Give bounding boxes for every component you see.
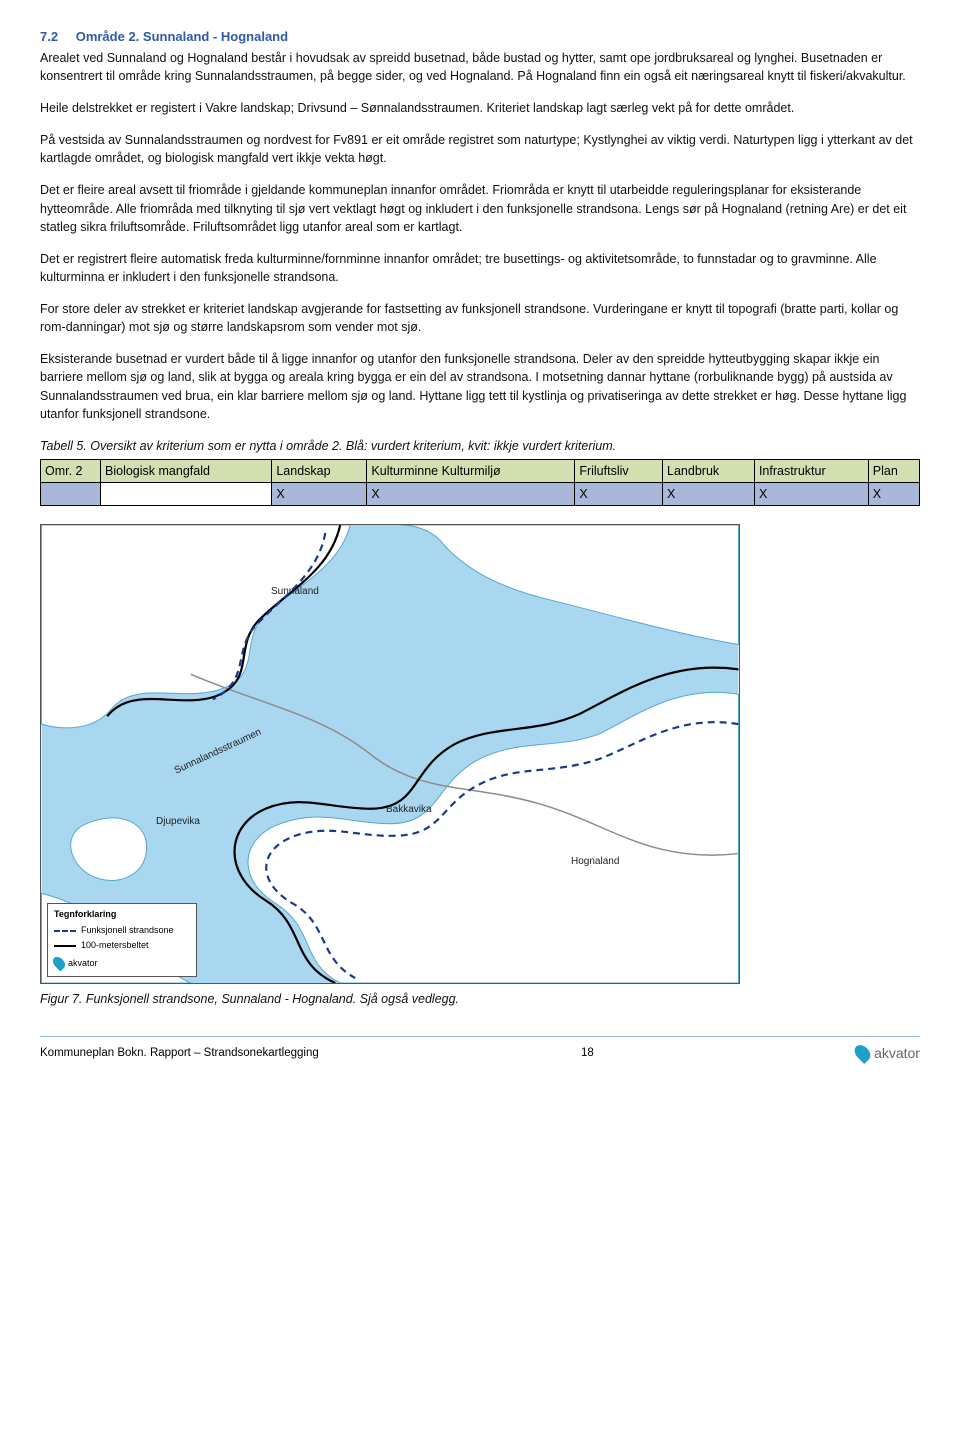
paragraph-7: Eksisterande busetnad er vurdert både ti… <box>40 350 920 423</box>
table-cell-rowlabel <box>41 483 101 506</box>
table-header-0: Biologisk mangfald <box>101 459 272 482</box>
table-cell-5: X <box>754 483 868 506</box>
akvator-drop-icon <box>852 1043 874 1065</box>
map-label-bakkavika: Bakkavika <box>386 803 432 818</box>
legend-row2: 100-metersbeltet <box>81 939 149 952</box>
section-heading: 7.2 Område 2. Sunnaland - Hognaland <box>40 28 920 47</box>
paragraph-2: Heile delstrekket er registert i Vakre l… <box>40 99 920 117</box>
footer-page: 18 <box>581 1045 594 1062</box>
footer-brand-text: akvator <box>874 1043 920 1063</box>
section-title: Område 2. Sunnaland - Hognaland <box>76 29 288 44</box>
map-legend: Tegnforklaring Funksjonell strandsone 10… <box>47 903 197 977</box>
table-cell-0 <box>101 483 272 506</box>
paragraph-3: På vestsida av Sunnalandsstraumen og nor… <box>40 131 920 167</box>
footer-brand: akvator <box>856 1043 920 1063</box>
paragraph-4: Det er fleire areal avsett til friområde… <box>40 181 920 235</box>
table-header-row: Omr. 2 Biologisk mangfald Landskap Kultu… <box>41 459 920 482</box>
akvator-drop-icon <box>51 955 68 972</box>
paragraph-6: For store deler av strekket er kriteriet… <box>40 300 920 336</box>
table-header-4: Landbruk <box>663 459 755 482</box>
table-header-3: Friluftsliv <box>575 459 663 482</box>
table-caption: Tabell 5. Oversikt av kriterium som er n… <box>40 437 920 455</box>
map-label-sunnaland: Sunnaland <box>271 585 319 600</box>
map-figure: Sunnaland Sunnalandsstraumen Djupevika B… <box>40 524 740 984</box>
legend-dash-icon <box>54 930 76 932</box>
criteria-table: Omr. 2 Biologisk mangfald Landskap Kultu… <box>40 459 920 506</box>
table-header-rowlabel: Omr. 2 <box>41 459 101 482</box>
map-label-djupevika: Djupevika <box>156 815 200 830</box>
table-cell-6: X <box>868 483 919 506</box>
figure-caption: Figur 7. Funksjonell strandsone, Sunnala… <box>40 990 920 1008</box>
table-cell-3: X <box>575 483 663 506</box>
footer-left: Kommuneplan Bokn. Rapport – Strandsoneka… <box>40 1045 319 1062</box>
table-cell-2: X <box>367 483 575 506</box>
page-footer: Kommuneplan Bokn. Rapport – Strandsoneka… <box>40 1043 920 1063</box>
footer-rule <box>40 1036 920 1037</box>
table-header-1: Landskap <box>272 459 367 482</box>
legend-brand: akvator <box>68 957 98 970</box>
table-cell-4: X <box>663 483 755 506</box>
legend-title: Tegnforklaring <box>54 908 190 921</box>
table-cell-1: X <box>272 483 367 506</box>
table-header-5: Infrastruktur <box>754 459 868 482</box>
section-number: 7.2 <box>40 28 58 47</box>
map-label-hognaland: Hognaland <box>571 855 619 870</box>
legend-line-icon <box>54 945 76 947</box>
table-header-2: Kulturminne Kulturmiljø <box>367 459 575 482</box>
table-value-row: X X X X X X <box>41 483 920 506</box>
table-header-6: Plan <box>868 459 919 482</box>
legend-row1: Funksjonell strandsone <box>81 924 174 937</box>
paragraph-5: Det er registrert fleire automatisk fred… <box>40 250 920 286</box>
paragraph-1: Arealet ved Sunnaland og Hognaland bestå… <box>40 49 920 85</box>
